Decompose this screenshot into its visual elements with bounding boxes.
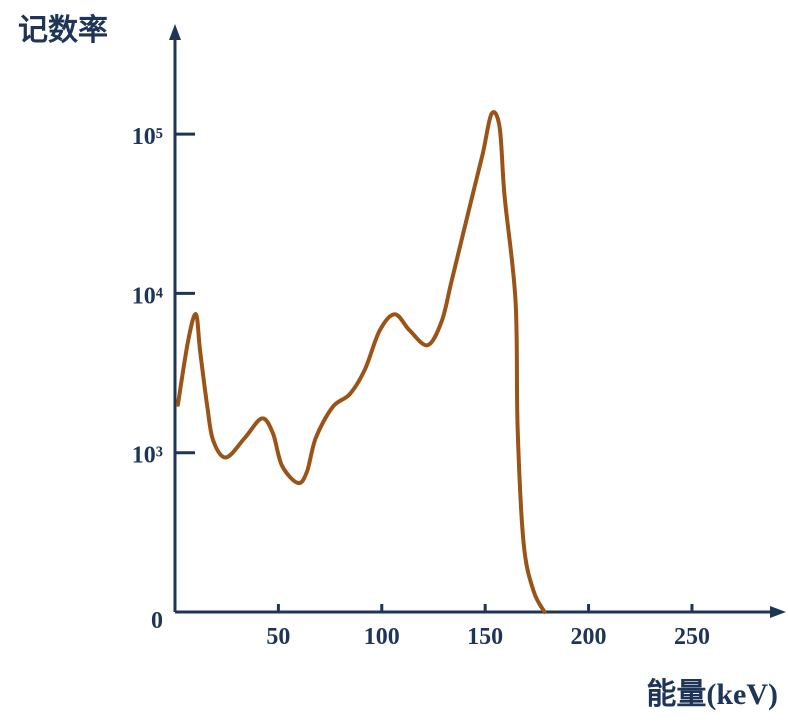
y-axis-arrow <box>169 24 181 40</box>
y-tick-label: 10⁵ <box>132 124 163 150</box>
axes <box>169 24 786 618</box>
y-tick-label: 10³ <box>132 443 163 469</box>
y-tick-label: 10⁴ <box>132 283 163 309</box>
x-tick-label: 150 <box>467 624 503 650</box>
spectrum-line <box>175 110 547 614</box>
x-axis-arrow <box>770 606 786 618</box>
x-tick-label: 50 <box>266 624 290 650</box>
x-tick-label: 250 <box>674 624 710 650</box>
y-tick-label: 0 <box>151 608 163 634</box>
x-axis-title: 能量(keV) <box>646 678 778 711</box>
x-tick-label: 100 <box>364 624 400 650</box>
y-axis-title: 记数率 <box>18 14 108 47</box>
x-tick-label: 200 <box>571 624 607 650</box>
